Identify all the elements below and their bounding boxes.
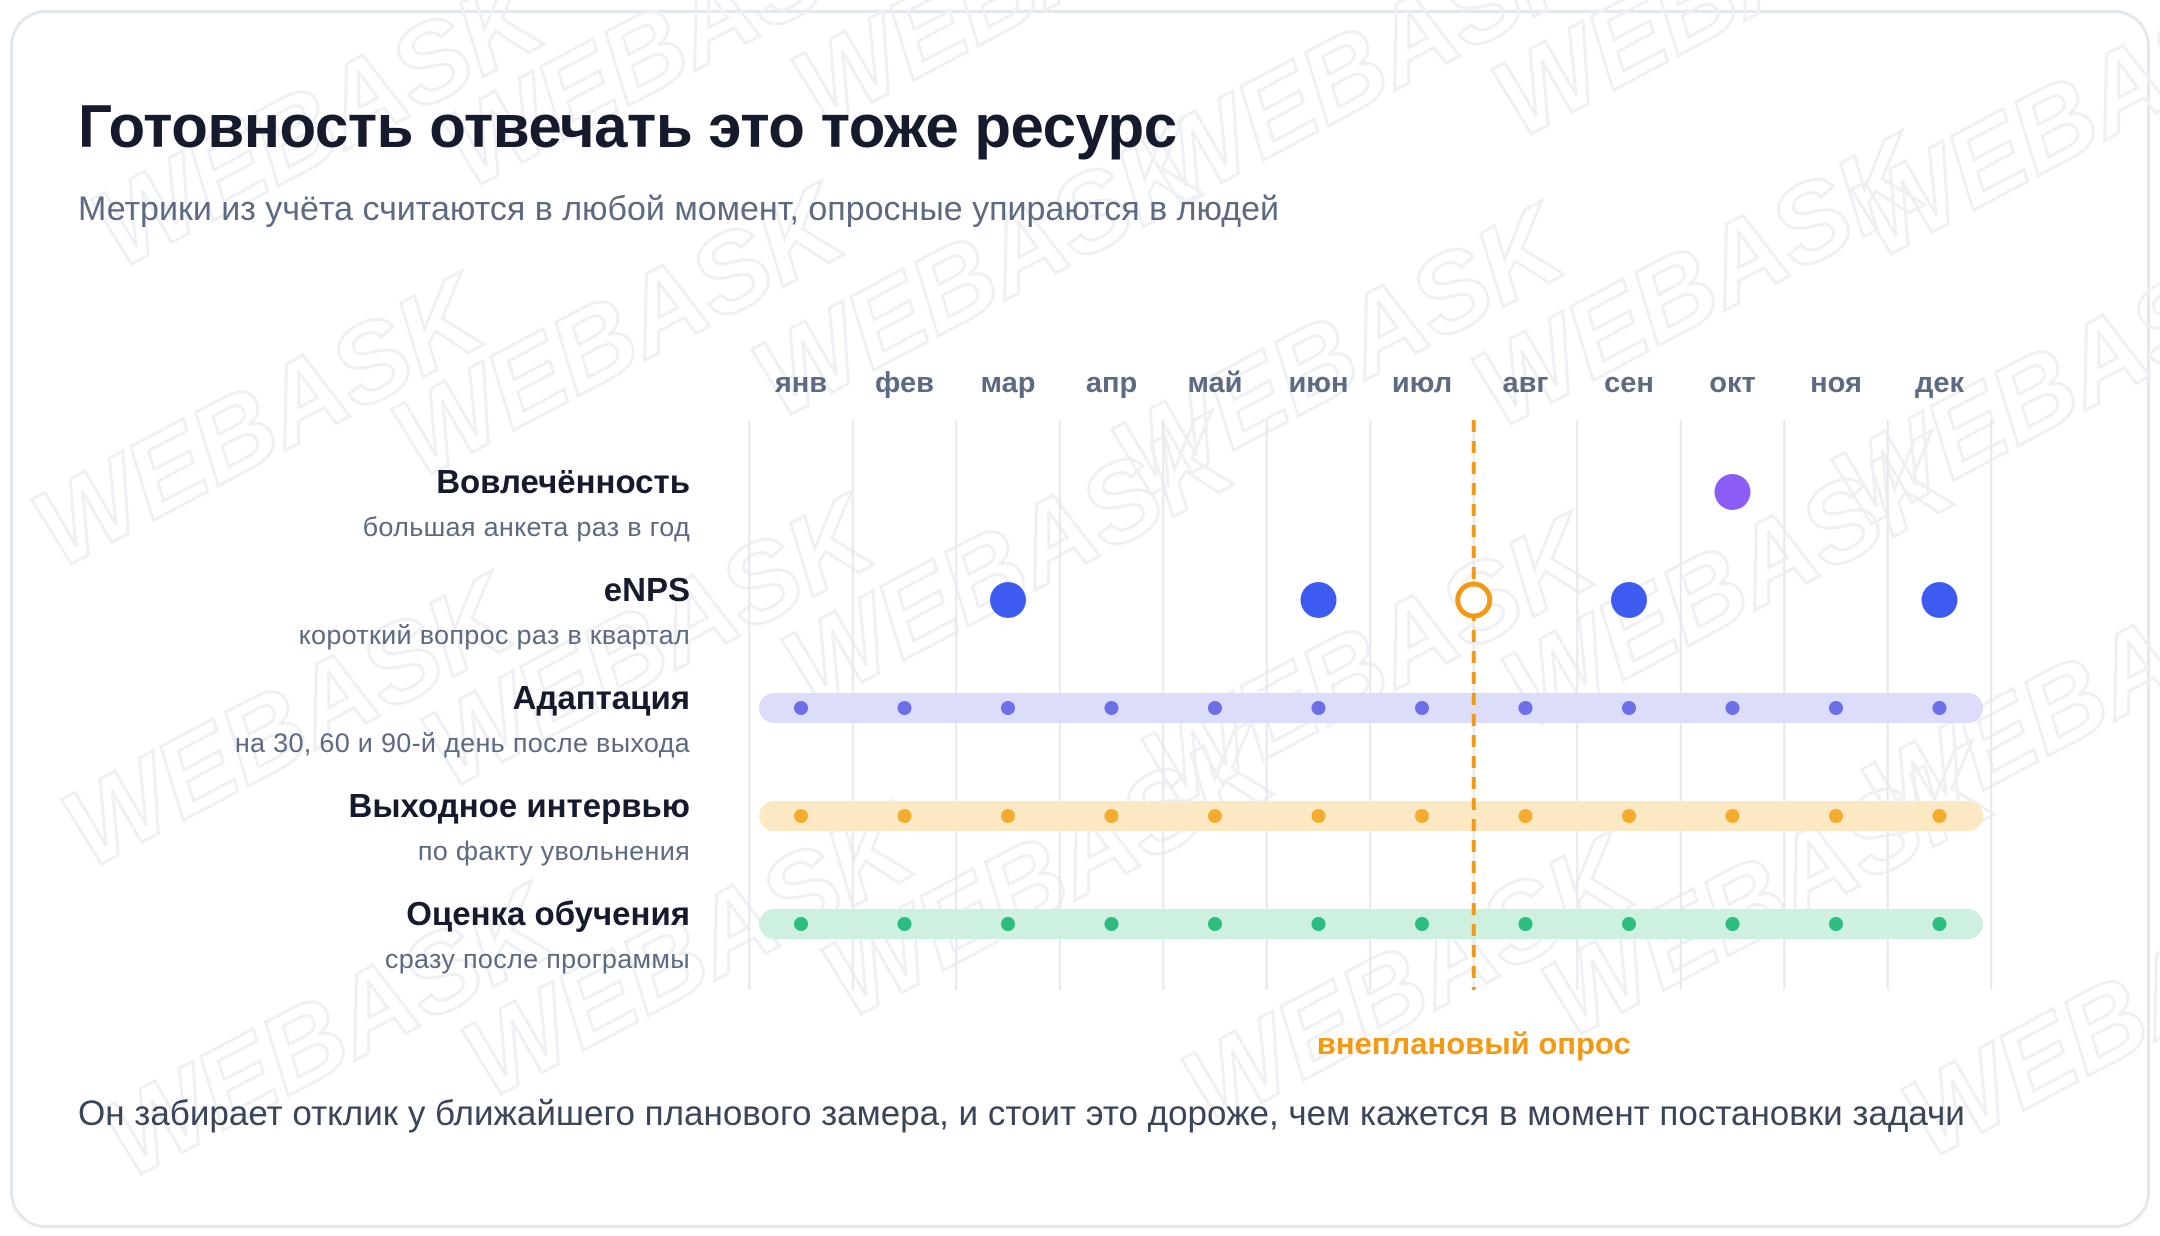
- row-label-adaptation: Адаптация на 30, 60 и 90-й день после вы…: [235, 678, 690, 760]
- survey-dot: [1714, 474, 1751, 510]
- event-dot: [1311, 701, 1326, 715]
- event-dot: [1725, 809, 1740, 823]
- footer-note: Он забирает отклик у ближайшего плановог…: [78, 1094, 1965, 1133]
- event-dot: [794, 701, 808, 715]
- event-dot: [1001, 917, 1015, 931]
- survey-dot: [1611, 582, 1647, 618]
- event-dot: [1311, 809, 1326, 823]
- month-label: дек: [1915, 367, 1965, 399]
- continuous-band: [759, 909, 1983, 939]
- month-label: авг: [1502, 367, 1548, 399]
- row-label-engagement: Вовлечённость большая анкета раз в год: [363, 462, 690, 544]
- event-dot: [794, 917, 808, 931]
- row-name: Вовлечённость: [436, 463, 690, 500]
- event-dot: [1725, 701, 1740, 715]
- month-label: май: [1187, 367, 1242, 399]
- event-dot: [1001, 809, 1015, 823]
- survey-dot: [1300, 582, 1337, 618]
- event-dot: [1725, 917, 1740, 931]
- event-dot: [897, 809, 912, 823]
- slide-card: [10, 10, 2150, 1228]
- event-dot: [1622, 809, 1636, 823]
- event-dot: [1208, 701, 1222, 715]
- month-label: апр: [1086, 367, 1137, 399]
- row-label-exit-interview: Выходное интервью по факту увольнения: [349, 786, 690, 868]
- event-dot: [1829, 917, 1843, 931]
- event-dot: [1518, 917, 1533, 931]
- row-label-training: Оценка обучения сразу после программы: [385, 894, 690, 976]
- event-dot: [897, 917, 912, 931]
- event-dot: [1001, 701, 1015, 715]
- event-dot: [1622, 701, 1636, 715]
- month-label: мар: [981, 367, 1036, 399]
- event-dot: [1932, 917, 1947, 931]
- event-dot: [1932, 809, 1947, 823]
- event-dot: [1311, 917, 1326, 931]
- row-subtitle: короткий вопрос раз в квартал: [298, 620, 690, 650]
- month-label: окт: [1709, 367, 1755, 399]
- continuous-band: [759, 801, 1983, 831]
- event-dot: [1104, 701, 1119, 715]
- unplanned-survey-label: внеплановый опрос: [1317, 1026, 1631, 1061]
- row-name: Адаптация: [512, 679, 690, 716]
- event-dot: [1415, 701, 1429, 715]
- row-name: eNPS: [603, 571, 690, 608]
- event-dot: [1829, 809, 1843, 823]
- event-dot: [1104, 917, 1119, 931]
- row-subtitle: по факту увольнения: [417, 836, 690, 866]
- row-name: Оценка обучения: [406, 895, 690, 932]
- event-dot: [1932, 701, 1947, 715]
- event-dot: [794, 809, 808, 823]
- row-label-enps: eNPS короткий вопрос раз в квартал: [299, 570, 690, 652]
- month-label: янв: [774, 367, 827, 399]
- survey-dot: [990, 582, 1026, 618]
- month-label: июл: [1392, 367, 1452, 399]
- event-dot: [1415, 917, 1429, 931]
- event-dot: [1208, 809, 1222, 823]
- row-name: Выходное интервью: [348, 787, 690, 824]
- month-label: июн: [1288, 367, 1348, 399]
- event-dot: [1518, 701, 1533, 715]
- event-dot: [1104, 809, 1119, 823]
- event-dot: [1415, 809, 1429, 823]
- row-subtitle: на 30, 60 и 90-й день после выхода: [234, 728, 690, 758]
- survey-dot: [1921, 582, 1958, 618]
- event-dot: [1622, 917, 1636, 931]
- continuous-band: [759, 693, 1983, 723]
- row-subtitle: большая анкета раз в год: [362, 512, 690, 542]
- month-label: сен: [1604, 367, 1654, 399]
- event-dot: [897, 701, 912, 715]
- event-dot: [1518, 809, 1533, 823]
- page-subtitle: Метрики из учёта считаются в любой момен…: [78, 190, 1279, 228]
- page-title: Готовность отвечать это тоже ресурс: [78, 93, 1177, 160]
- event-dot: [1829, 701, 1843, 715]
- row-subtitle: сразу после программы: [384, 944, 690, 974]
- unplanned-survey-marker: [1455, 581, 1493, 619]
- month-label: фев: [875, 367, 934, 399]
- event-dot: [1208, 917, 1222, 931]
- month-label: ноя: [1810, 367, 1862, 399]
